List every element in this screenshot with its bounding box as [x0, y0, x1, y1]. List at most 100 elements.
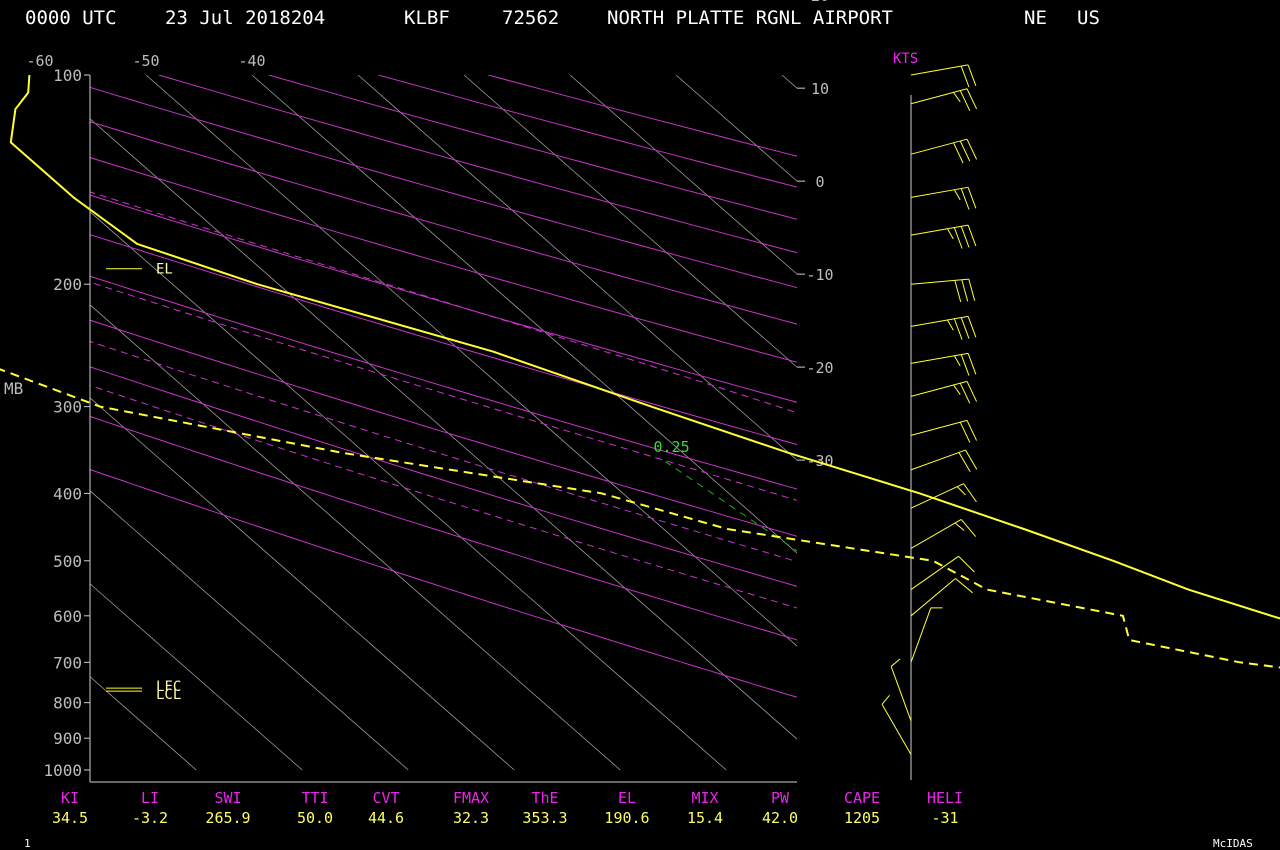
index-label: LI — [141, 789, 159, 807]
wind-barb-feather — [966, 138, 978, 160]
pressure-label: 300 — [53, 398, 82, 417]
wind-barb-staff — [910, 519, 962, 549]
wind-barb-feather — [955, 578, 973, 594]
isotherm-line — [463, 75, 797, 368]
wind-barb-feather — [966, 88, 978, 110]
index-label: HELI — [927, 789, 963, 807]
index-label: SWI — [214, 789, 241, 807]
wind-barb-feather — [947, 319, 954, 331]
wind-barb-feather — [953, 142, 964, 164]
wind-barb-feather — [959, 140, 971, 162]
wind-barb — [910, 352, 977, 376]
index-value: 50.0 — [297, 809, 333, 827]
index-value: 32.3 — [453, 809, 489, 827]
chart-axes — [84, 74, 912, 783]
wind-barb-staff — [910, 278, 969, 285]
wind-barb-feather — [963, 483, 977, 503]
mixing-ratio-line — [813, 462, 1280, 770]
index-label: FMAX — [453, 789, 489, 807]
dry-adiabat-line — [90, 194, 797, 403]
dry-adiabat-line — [90, 234, 797, 446]
wind-barb — [910, 519, 977, 549]
header-station-name: NORTH PLATTE RGNL AIRPORT — [607, 7, 893, 29]
index-value: -3.2 — [132, 809, 168, 827]
moist-adiabat-line — [90, 340, 797, 563]
header-state: NE — [1024, 7, 1047, 29]
mixing-ratio-label: 0.25 — [654, 438, 690, 456]
mixing-ratio-line — [945, 462, 1280, 770]
mixing-ratio-label: 20 — [1197, 438, 1215, 456]
wind-barb — [910, 483, 977, 509]
wind-barb-staff — [910, 88, 968, 105]
top-temperature-label: -40 — [238, 52, 265, 70]
wind-barb — [910, 278, 976, 303]
pressure-label: 500 — [53, 552, 82, 571]
wind-barb-feather — [960, 65, 970, 88]
isotherm-line — [994, 75, 1280, 770]
mixing-ratio-label: 10 — [1095, 438, 1113, 456]
wind-barb-feather — [960, 188, 970, 210]
wind-barb-feather — [961, 279, 969, 302]
wind-barb-feather — [958, 452, 971, 473]
index-value: 44.6 — [368, 809, 404, 827]
pressure-label: 700 — [53, 653, 82, 672]
index-label: CAPE — [844, 789, 880, 807]
wind-barb-feather — [968, 279, 976, 301]
dry-adiabat-line — [268, 75, 797, 220]
wind-barb-feather — [947, 228, 954, 240]
right-temperature-label: 10 — [811, 80, 829, 98]
wind-barb — [910, 64, 977, 88]
footer-mcidas: McIDAS — [1213, 837, 1253, 850]
index-label: PW — [771, 789, 790, 807]
wind-barb-feather — [953, 318, 963, 340]
wind-barb-feather — [959, 421, 971, 443]
wind-barb-staff — [910, 352, 969, 364]
pressure-label: 800 — [53, 694, 82, 713]
wind-barb-feather — [965, 449, 978, 470]
dry-adiabat-line — [90, 157, 797, 363]
wind-barb — [910, 578, 973, 617]
right-temperature-label: 20 — [811, 0, 829, 5]
wind-barb-staff — [910, 607, 932, 663]
wind-barb — [910, 607, 943, 663]
wind-barb-feather — [966, 420, 978, 441]
wind-barb — [910, 555, 975, 590]
wind-barb-staff — [910, 186, 969, 198]
wind-barb-feather — [960, 226, 970, 248]
wind-barb-feather — [960, 317, 970, 339]
lcl-marker-label: LCL — [156, 687, 181, 703]
wind-barb-feather — [960, 354, 970, 376]
wind-barb — [910, 380, 978, 404]
isotherm-line — [569, 75, 797, 275]
stability-indices: KI 34.5 LI -3.2 SWI 265.9 TTI 50.0 CVT 44.6 FMAX 32… — [52, 789, 963, 827]
wind-barb-staff — [910, 380, 968, 397]
wind-barb — [910, 449, 978, 473]
dry-adiabat-line — [90, 275, 797, 490]
pressure-label: 400 — [53, 484, 82, 503]
pressure-label: 600 — [53, 607, 82, 626]
wind-barb — [881, 695, 912, 755]
tick-labels: 1002003004005006007008009001000-110-100-… — [26, 0, 833, 780]
index-value: -31 — [931, 809, 958, 827]
right-temperature-label: 0 — [815, 173, 824, 191]
dry-adiabat-line — [378, 75, 797, 188]
wind-barb-feather — [959, 382, 971, 404]
isotherm-line — [90, 211, 727, 770]
wind-barb-staff — [910, 578, 956, 617]
dewpoint-profile — [0, 368, 1280, 669]
wind-barb-staff — [910, 64, 969, 76]
wind-barb-feather — [954, 522, 965, 531]
kts-label: KTS — [893, 51, 918, 67]
temperature-profile — [9, 74, 1280, 620]
wind-barb-feather — [953, 227, 963, 249]
right-temperature-label: -20 — [806, 359, 833, 377]
header-date: 23 Jul 2018204 — [165, 7, 325, 29]
index-label: TTI — [301, 789, 328, 807]
wind-barb-staff — [910, 419, 968, 436]
isotherm-line — [251, 75, 797, 554]
wind-barb-staff — [910, 449, 966, 471]
wind-barb-feather — [966, 381, 978, 402]
wind-barbs — [881, 64, 978, 755]
top-temperature-label: -60 — [26, 52, 53, 70]
header-station-id: KLBF — [404, 7, 450, 29]
